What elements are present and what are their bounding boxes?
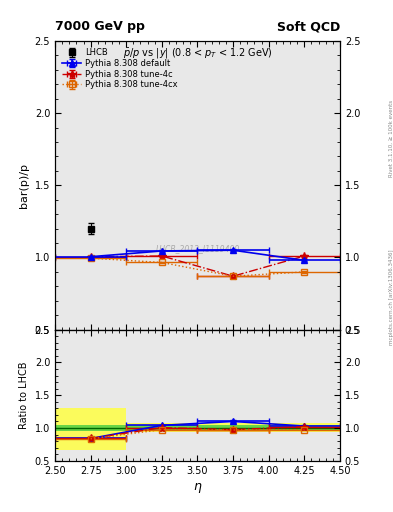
- Text: LHCB_2012_I1119400: LHCB_2012_I1119400: [155, 244, 240, 253]
- Text: Rivet 3.1.10, ≥ 100k events: Rivet 3.1.10, ≥ 100k events: [389, 100, 393, 177]
- Text: 7000 GeV pp: 7000 GeV pp: [55, 20, 145, 33]
- Text: mcplots.cern.ch [arXiv:1306.3436]: mcplots.cern.ch [arXiv:1306.3436]: [389, 249, 393, 345]
- Text: $\bar{p}/p$ vs $|y|$ (0.8 < $p_T$ < 1.2 GeV): $\bar{p}/p$ vs $|y|$ (0.8 < $p_T$ < 1.2 …: [123, 47, 272, 61]
- Y-axis label: Ratio to LHCB: Ratio to LHCB: [19, 361, 29, 429]
- X-axis label: $\eta$: $\eta$: [193, 481, 202, 495]
- Y-axis label: bar(p)/p: bar(p)/p: [19, 163, 29, 208]
- Bar: [55, 425, 340, 431]
- Text: Soft QCD: Soft QCD: [277, 20, 340, 33]
- Legend: LHCB, Pythia 8.308 default, Pythia 8.308 tune-4c, Pythia 8.308 tune-4cx: LHCB, Pythia 8.308 default, Pythia 8.308…: [61, 47, 179, 91]
- Bar: [126, 423, 340, 432]
- Bar: [55, 408, 126, 450]
